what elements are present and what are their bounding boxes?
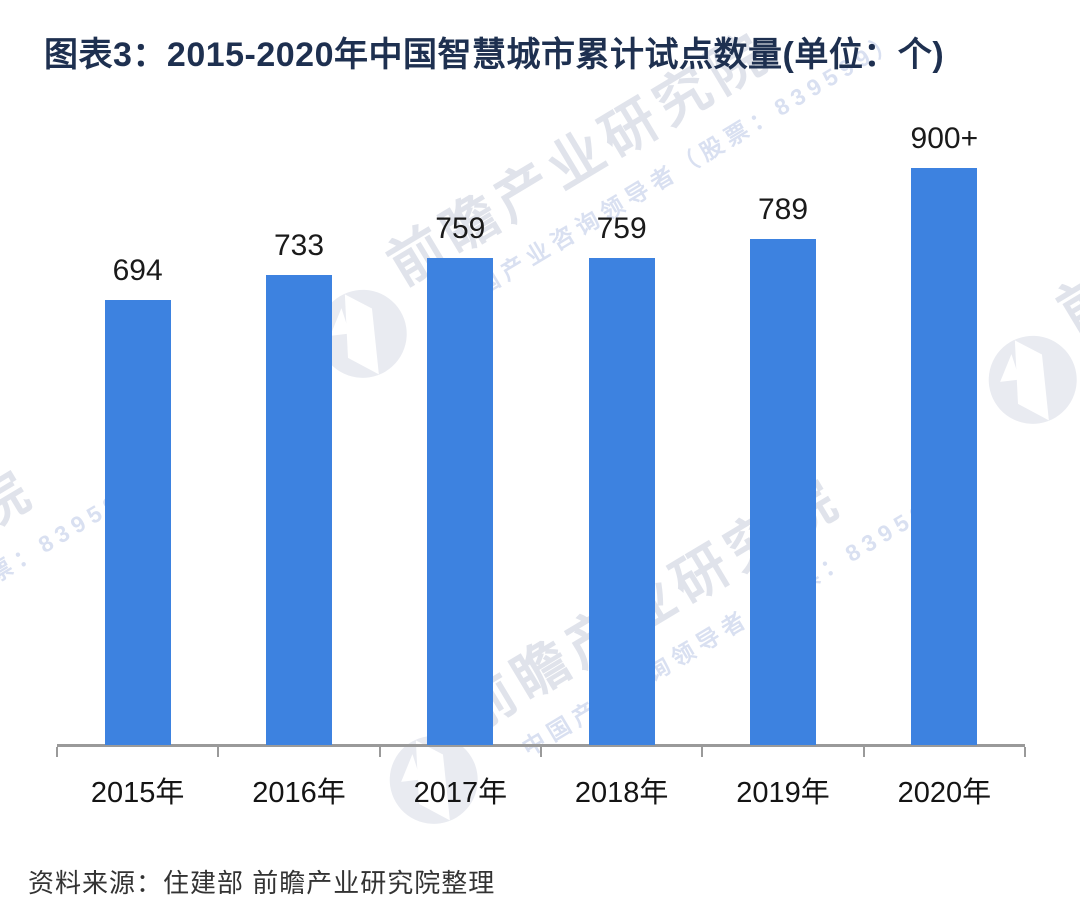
- bar-value-label: 733: [273, 229, 325, 262]
- bar: [750, 239, 816, 745]
- axis-tick: [540, 747, 542, 757]
- bar-value-label: 900+: [910, 122, 979, 155]
- bar: [588, 258, 655, 745]
- bar: [427, 258, 494, 745]
- source-note: 资料来源：住建部 前瞻产业研究院整理: [28, 868, 496, 898]
- axis-tick: [701, 747, 704, 757]
- x-axis-tick-label: 2020年: [897, 777, 992, 809]
- bar: [104, 300, 171, 745]
- axis-tick: [862, 747, 865, 757]
- x-axis-tick-label: 2019年: [736, 777, 830, 809]
- axis-tick: [56, 747, 58, 757]
- x-axis-tick-label: 2018年: [574, 777, 669, 809]
- x-axis-tick-label: 2015年: [90, 777, 185, 809]
- bar-value-label: 759: [435, 212, 486, 245]
- axis-tick: [217, 747, 220, 757]
- axis-tick: [378, 747, 381, 757]
- bar-value-label: 694: [112, 254, 163, 287]
- bar: [911, 168, 978, 745]
- x-axis-tick-label: 2016年: [252, 777, 346, 809]
- axis-tick: [1024, 747, 1026, 757]
- bar: [266, 275, 332, 745]
- bar-value-label: 789: [757, 193, 809, 226]
- page-title: 图表3：2015-2020年中国智慧城市累计试点数量(单位：个): [44, 36, 945, 74]
- x-axis-line: [57, 744, 1025, 747]
- bar-value-label: 759: [596, 212, 647, 245]
- x-axis-tick-label: 2017年: [413, 777, 508, 809]
